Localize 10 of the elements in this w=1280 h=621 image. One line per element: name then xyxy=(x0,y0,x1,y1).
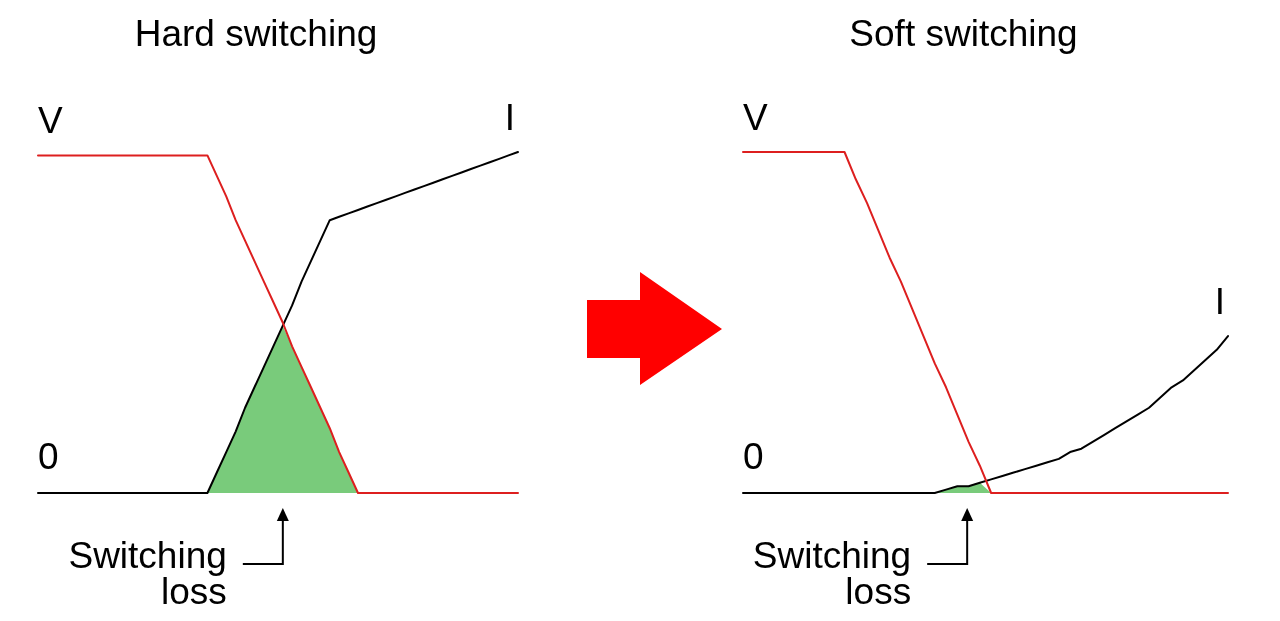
series-label: V xyxy=(743,97,768,138)
text: Switching loss xyxy=(68,535,227,612)
series-label: I xyxy=(1214,281,1225,323)
series-label: V xyxy=(38,100,63,142)
text: Switching loss xyxy=(752,535,912,612)
series-label: I xyxy=(504,97,515,138)
chart-title: Hard switching xyxy=(134,13,378,54)
annotation: 0 xyxy=(38,436,59,477)
chart-title: Soft switching xyxy=(849,13,1078,54)
annotation: 0 xyxy=(743,436,764,477)
